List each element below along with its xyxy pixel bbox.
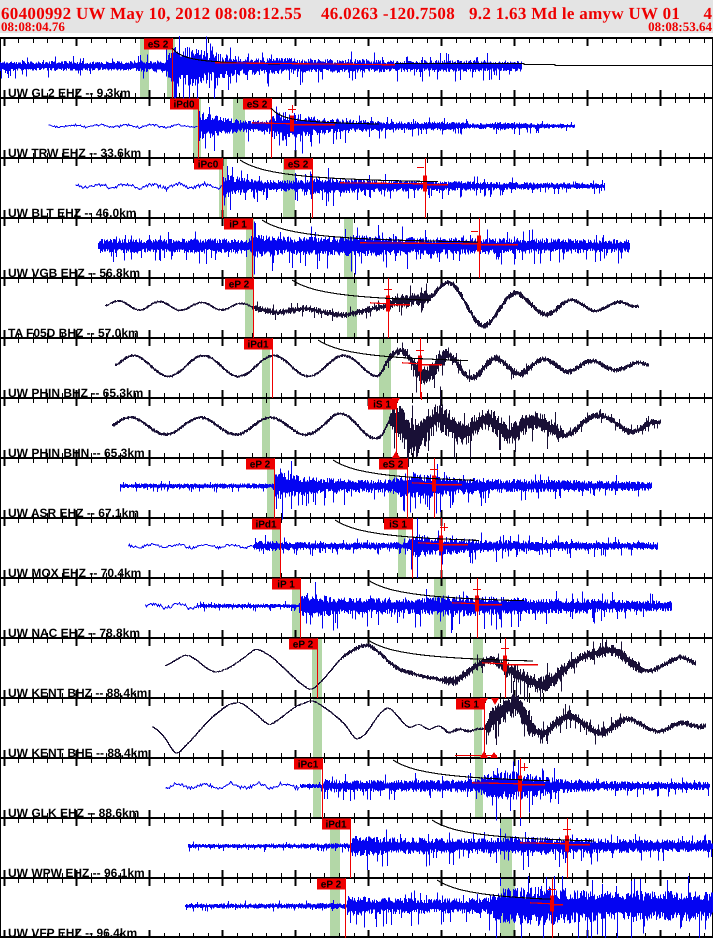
svg-text:UW VFP EHZ -- 96.4km: UW VFP EHZ -- 96.4km	[8, 926, 137, 938]
svg-text:eP 2: eP 2	[250, 460, 271, 471]
svg-text:eS 2: eS 2	[148, 40, 169, 51]
svg-text:UW KENT BHE -- 88.4km: UW KENT BHE -- 88.4km	[8, 746, 148, 760]
svg-text:UW KENT BHZ -- 88.4km: UW KENT BHZ -- 88.4km	[8, 686, 147, 700]
svg-text:iS 1: iS 1	[373, 400, 391, 411]
svg-text:9.2 1.63 Md le amyw UW 01: 9.2 1.63 Md le amyw UW 01	[469, 4, 680, 23]
svg-text:08:08:04.76: 08:08:04.76	[1, 19, 65, 34]
svg-text:iPc0: iPc0	[198, 160, 219, 171]
svg-text:46.0263 -120.7508: 46.0263 -120.7508	[321, 4, 455, 23]
svg-text:iPd1: iPd1	[255, 520, 277, 531]
svg-text:iS 1: iS 1	[461, 700, 479, 711]
svg-text:UW TRW EHZ -- 33.6km: UW TRW EHZ -- 33.6km	[8, 146, 141, 160]
svg-text:iP 1: iP 1	[229, 220, 247, 231]
svg-text:eP 2: eP 2	[321, 880, 342, 891]
svg-text:UW GL2 EHZ -- 9.3km: UW GL2 EHZ -- 9.3km	[8, 86, 131, 100]
svg-text:60400992 UW May 10, 2012 08:08: 60400992 UW May 10, 2012 08:08:12.55	[1, 4, 302, 23]
svg-text:eP 2: eP 2	[229, 280, 250, 291]
svg-text:UW VGB EHZ -- 56.8km: UW VGB EHZ -- 56.8km	[8, 266, 140, 280]
svg-text:UW MOX EHZ -- 70.4km: UW MOX EHZ -- 70.4km	[8, 566, 141, 580]
svg-text:eP 2: eP 2	[293, 640, 314, 651]
svg-text:eS 2: eS 2	[288, 160, 309, 171]
svg-text:iP 1: iP 1	[277, 580, 295, 591]
svg-text:iPd1: iPd1	[247, 340, 269, 351]
svg-text:UW NAC EHZ -- 78.8km: UW NAC EHZ -- 78.8km	[8, 626, 140, 640]
svg-text:UW PHIN BHZ -- 65.3km: UW PHIN BHZ -- 65.3km	[8, 386, 143, 400]
svg-text:iPd0: iPd0	[173, 100, 195, 111]
svg-text:iS 1: iS 1	[389, 520, 407, 531]
svg-text:UW PHIN BHN -- 65.3km: UW PHIN BHN -- 65.3km	[8, 446, 145, 460]
svg-text:UW WPW EHZ -- 96.1km: UW WPW EHZ -- 96.1km	[8, 866, 145, 880]
svg-text:UW ASR EHZ -- 67.1km: UW ASR EHZ -- 67.1km	[8, 506, 139, 520]
svg-text:4: 4	[704, 4, 713, 23]
svg-text:eS 2: eS 2	[247, 100, 268, 111]
svg-text:TA F05D BHZ -- 57.0km: TA F05D BHZ -- 57.0km	[8, 326, 139, 340]
svg-text:eS 2: eS 2	[383, 460, 404, 471]
svg-text:iPc1: iPc1	[298, 760, 319, 771]
svg-text:08:08:53.64: 08:08:53.64	[648, 19, 712, 34]
svg-text:iPd1: iPd1	[325, 820, 347, 831]
svg-text:UW GLK EHZ -- 88.6km: UW GLK EHZ -- 88.6km	[8, 806, 139, 820]
svg-text:UW BLT EHZ -- 46.0km: UW BLT EHZ -- 46.0km	[8, 206, 136, 220]
